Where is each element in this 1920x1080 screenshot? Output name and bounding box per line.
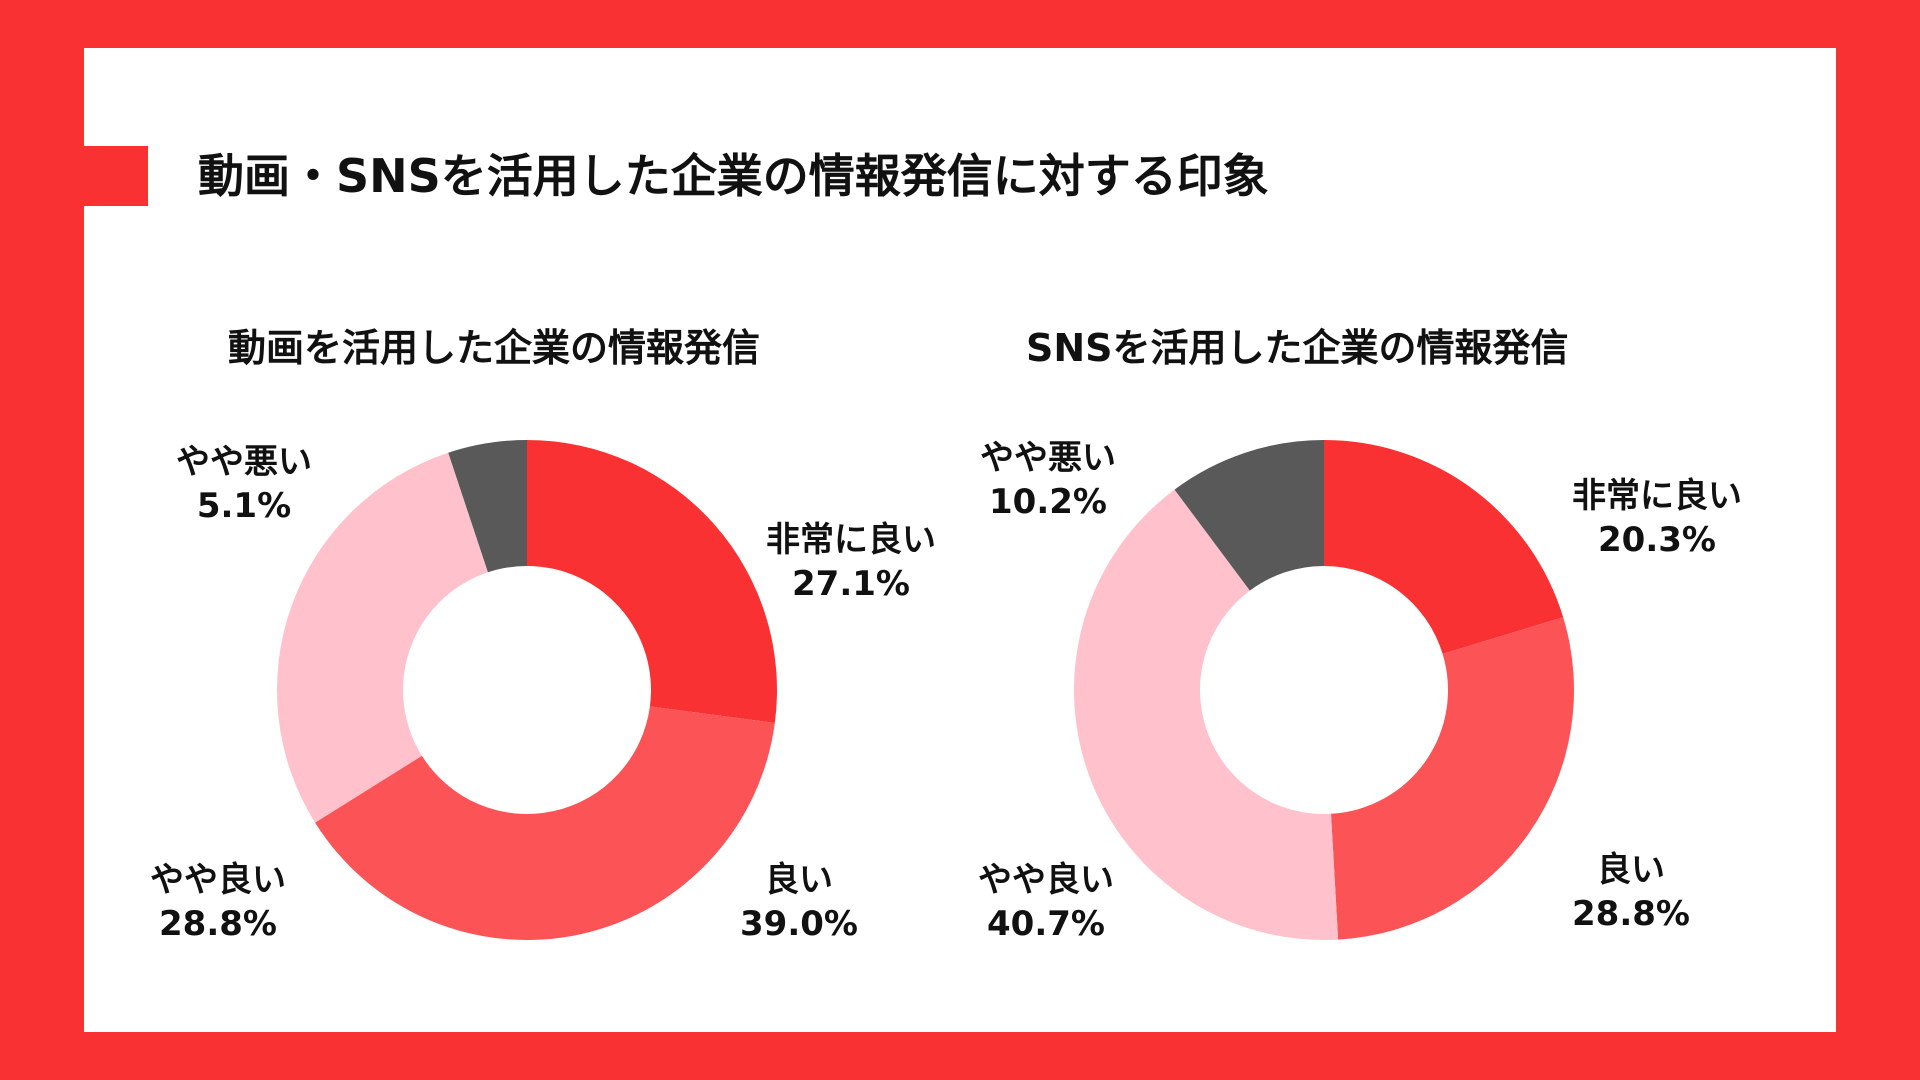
slice-label: 非常に良い (766, 520, 936, 560)
label-video-somewhat-bad: やや悪い 5.1% (176, 440, 312, 528)
donut-slice-3 (448, 440, 527, 573)
label-video-somewhat-good: やや良い 28.8% (150, 858, 286, 946)
donut-slice-1 (315, 706, 775, 940)
slice-value: 28.8% (1572, 894, 1690, 934)
title-accent-bar (84, 146, 148, 206)
donut-slice-2 (1074, 489, 1339, 940)
slice-value: 28.8% (159, 904, 277, 944)
label-sns-very-good: 非常に良い 20.3% (1572, 474, 1742, 562)
slice-value: 20.3% (1598, 520, 1716, 560)
slice-label: やや良い (978, 860, 1114, 900)
slice-value: 10.2% (989, 482, 1107, 522)
page-title: 動画・SNSを活用した企業の情報発信に対する印象 (198, 149, 1269, 203)
slice-label: 良い (764, 860, 833, 900)
slice-label: やや悪い (980, 438, 1116, 478)
donut-chart-sns (1074, 440, 1574, 940)
slice-label: 良い (1596, 850, 1665, 890)
donut-chart-video (277, 440, 777, 940)
slice-value: 40.7% (987, 904, 1105, 944)
label-sns-good: 良い 28.8% (1572, 848, 1690, 936)
donut-slice-3 (1174, 440, 1324, 591)
slice-label: やや良い (150, 860, 286, 900)
label-video-very-good: 非常に良い 27.1% (766, 518, 936, 606)
label-sns-somewhat-good: やや良い 40.7% (978, 858, 1114, 946)
chart-title-video: 動画を活用した企業の情報発信 (228, 326, 761, 370)
slice-label: 非常に良い (1572, 476, 1742, 516)
donut-slice-1 (1331, 617, 1574, 940)
slice-value: 27.1% (792, 564, 910, 604)
chart-title-sns: SNSを活用した企業の情報発信 (1026, 326, 1569, 370)
label-video-good: 良い 39.0% (740, 858, 858, 946)
donut-slice-0 (527, 440, 777, 723)
label-sns-somewhat-bad: やや悪い 10.2% (980, 436, 1116, 524)
donut-slice-0 (1324, 440, 1564, 654)
slice-label: やや悪い (176, 442, 312, 482)
donut-slice-2 (277, 452, 488, 823)
slice-value: 5.1% (196, 486, 292, 526)
slice-value: 39.0% (740, 904, 858, 944)
